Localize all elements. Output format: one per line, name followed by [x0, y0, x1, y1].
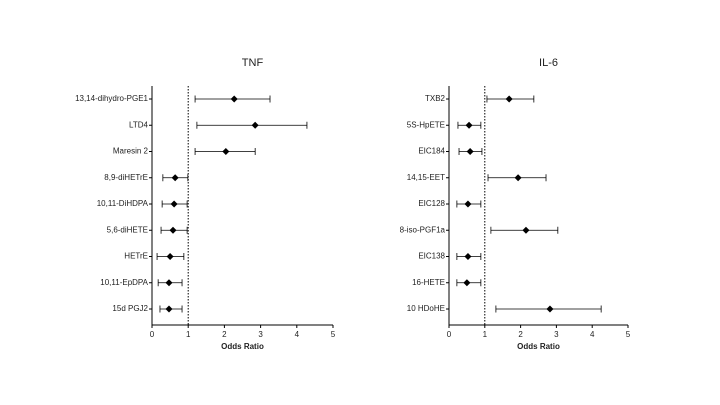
y-tick-label: 15d PGJ2 [112, 304, 148, 313]
point [463, 279, 471, 287]
point [546, 305, 554, 313]
x-tick-label: 0 [150, 330, 155, 339]
x-tick-label: 1 [186, 330, 191, 339]
y-tick-label: 14,15-EET [407, 173, 445, 182]
x-tick-label: 1 [483, 330, 488, 339]
y-tick-label: Maresin 2 [113, 147, 149, 156]
point [464, 200, 472, 208]
point [464, 253, 472, 260]
x-tick-label: 3 [554, 330, 559, 339]
point [170, 200, 178, 208]
point [165, 305, 173, 313]
point [522, 226, 530, 234]
y-tick-label: 16-HETE [412, 278, 445, 287]
y-tick-label: TXB2 [425, 94, 446, 103]
x-axis-label: Odds Ratio [517, 342, 560, 351]
y-tick-label: 10 HDoHE [407, 304, 445, 313]
point [166, 253, 174, 260]
point [466, 148, 474, 155]
point [169, 226, 177, 234]
x-tick-label: 2 [222, 330, 227, 339]
point [222, 148, 230, 155]
x-tick-label: 4 [590, 330, 595, 339]
y-tick-label: 10,11-EpDPA [100, 278, 148, 287]
y-tick-label: 5,6-diHETE [107, 225, 148, 234]
x-tick-label: 5 [626, 330, 631, 339]
point [171, 174, 179, 182]
chart-title: IL-6 [539, 57, 558, 69]
x-tick-label: 3 [258, 330, 263, 339]
x-tick-label: 4 [295, 330, 300, 339]
point [465, 121, 473, 129]
x-axis-label: Odds Ratio [221, 342, 264, 351]
y-tick-label: LTD4 [129, 120, 149, 129]
point [230, 95, 238, 103]
point [165, 279, 173, 287]
y-tick-label: 8-iso-PGF1a [400, 225, 446, 234]
y-tick-label: EIC184 [418, 147, 445, 156]
x-tick-label: 0 [447, 330, 452, 339]
point [514, 174, 522, 182]
point [251, 121, 259, 129]
y-tick-label: 5S-HpETE [407, 120, 445, 129]
chart-title: TNF [242, 57, 264, 69]
y-tick-label: EIC138 [418, 252, 445, 261]
y-tick-label: 13,14-dihydro-PGE1 [75, 94, 148, 103]
y-tick-label: HETrE [124, 252, 148, 261]
y-tick-label: EIC128 [418, 199, 445, 208]
y-tick-label: 8,9-diHETrE [104, 173, 148, 182]
x-tick-label: 2 [518, 330, 523, 339]
point [505, 95, 513, 103]
x-tick-label: 5 [331, 330, 336, 339]
y-tick-label: 10,11-DiHDPA [97, 199, 149, 208]
